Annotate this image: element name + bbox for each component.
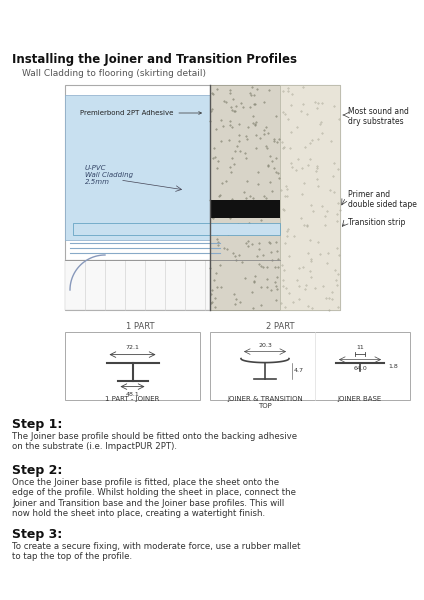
- Bar: [210, 85, 280, 310]
- Text: Once the Joiner base profile is fitted, place the sheet onto the
edge of the pro: Once the Joiner base profile is fitted, …: [12, 478, 296, 518]
- Text: Step 1:: Step 1:: [12, 418, 62, 431]
- Text: U-PVC
Wall Cladding
2.5mm: U-PVC Wall Cladding 2.5mm: [85, 165, 133, 185]
- Text: To create a secure fixing, with moderate force, use a rubber mallet
to tap the t: To create a secure fixing, with moderate…: [12, 542, 301, 562]
- Bar: [65, 85, 340, 310]
- Text: Premierbond 2PT Adhesive: Premierbond 2PT Adhesive: [80, 110, 201, 116]
- Text: Step 3:: Step 3:: [12, 528, 62, 541]
- Bar: [65, 332, 200, 400]
- Text: Transition strip: Transition strip: [348, 218, 405, 227]
- Text: 20.3: 20.3: [258, 343, 272, 347]
- Text: JOINER BASE: JOINER BASE: [338, 396, 382, 402]
- Text: 1 PART - JOINER: 1 PART - JOINER: [105, 396, 160, 402]
- Text: Installing the Joiner and Transition Profiles: Installing the Joiner and Transition Pro…: [12, 53, 297, 66]
- Text: PROFILES: PROFILES: [314, 8, 411, 26]
- Text: Primer and
double sided tape: Primer and double sided tape: [348, 190, 417, 209]
- Text: The Joiner base profile should be fitted onto the backing adhesive
on the substr: The Joiner base profile should be fitted…: [12, 432, 297, 451]
- Bar: [280, 85, 340, 310]
- Text: 4.7: 4.7: [294, 368, 304, 373]
- Bar: [210, 200, 280, 218]
- Bar: [65, 95, 210, 240]
- Text: JOINER & TRANSITION
TOP: JOINER & TRANSITION TOP: [227, 396, 303, 409]
- Text: 72.1: 72.1: [126, 344, 139, 350]
- Bar: [73, 223, 280, 235]
- Text: 48.1: 48.1: [126, 392, 139, 397]
- Text: 2 PART: 2 PART: [266, 322, 294, 331]
- Bar: [65, 260, 210, 310]
- Text: Wall Cladding to flooring (skirting detail): Wall Cladding to flooring (skirting deta…: [22, 69, 206, 78]
- Text: 1 PART: 1 PART: [126, 322, 154, 331]
- Text: 64.0: 64.0: [353, 365, 367, 371]
- Text: 1.8: 1.8: [388, 364, 398, 369]
- Text: 11: 11: [356, 344, 364, 350]
- Text: Step 2:: Step 2:: [12, 464, 62, 477]
- Bar: [210, 332, 410, 400]
- Text: Most sound and
dry substrates: Most sound and dry substrates: [348, 107, 409, 127]
